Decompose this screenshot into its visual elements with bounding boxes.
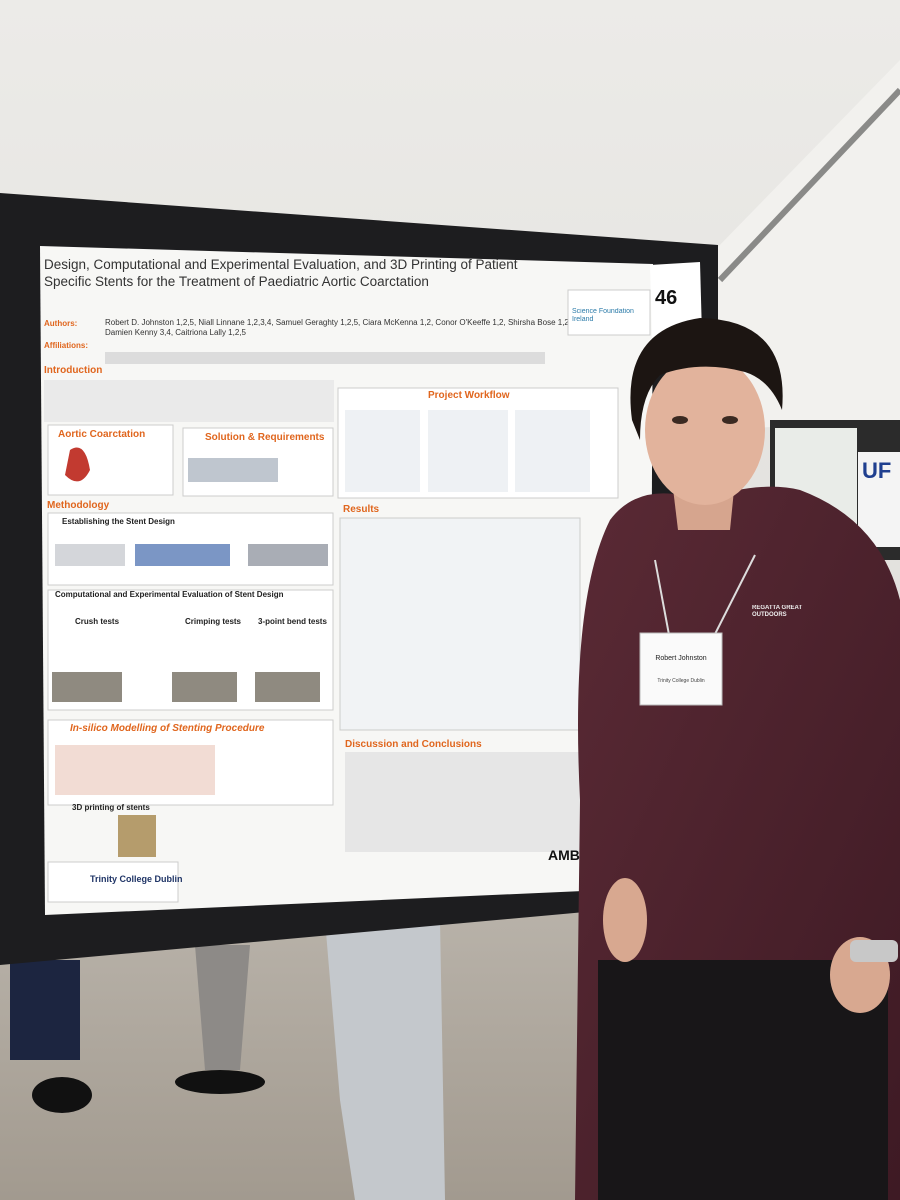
tent-pole bbox=[717, 87, 900, 283]
subheading: Establishing the Stent Design bbox=[62, 517, 175, 526]
stent-figure bbox=[55, 544, 125, 566]
eye bbox=[672, 416, 688, 424]
person-legs bbox=[195, 945, 250, 1070]
section-heading: Discussion and Conclusions bbox=[345, 739, 482, 750]
section-heading: Aortic Coarctation bbox=[58, 429, 145, 440]
hand bbox=[603, 878, 647, 962]
test-photo bbox=[255, 672, 320, 702]
shoe bbox=[32, 1077, 92, 1113]
subheading: Computational and Experimental Evaluatio… bbox=[55, 590, 284, 599]
test-photo bbox=[52, 672, 122, 702]
printed-stent bbox=[118, 815, 156, 857]
eye bbox=[722, 416, 738, 424]
person-legs bbox=[10, 960, 80, 1060]
name-badge bbox=[639, 632, 723, 706]
stent-figure bbox=[135, 544, 230, 566]
poster-title-box: Design, Computational and Experimental E… bbox=[44, 257, 518, 289]
hair bbox=[630, 318, 783, 440]
badge-org: Trinity College Dublin bbox=[657, 678, 705, 684]
tent-wall bbox=[715, 60, 900, 430]
authors-label: Authors: bbox=[44, 319, 77, 328]
shoe bbox=[175, 1070, 265, 1094]
affiliations-label: Affiliations: bbox=[44, 341, 88, 350]
discussion-text bbox=[345, 752, 580, 852]
results-panel bbox=[339, 517, 581, 731]
sfi-logo-box bbox=[567, 289, 651, 336]
section-heading: Results bbox=[343, 504, 380, 515]
subheading: Crimping tests bbox=[185, 617, 242, 626]
shirt-logo: REGATTA GREAT OUTDOORS bbox=[752, 605, 803, 618]
number-card bbox=[650, 262, 702, 338]
section-heading: Methodology bbox=[47, 500, 110, 511]
intro-text bbox=[44, 380, 334, 422]
footer-logo-box bbox=[47, 861, 179, 903]
side-poster-logo: UF bbox=[862, 458, 891, 483]
sfi-text: Science Foundation Ireland bbox=[572, 308, 634, 323]
heart-figure bbox=[65, 447, 90, 482]
authors-box: Robert D. Johnston 1,2,5, Niall Linnane … bbox=[105, 318, 578, 337]
poster-title: Design, Computational and Experimental E… bbox=[44, 257, 518, 289]
authors: Robert D. Johnston 1,2,5, Niall Linnane … bbox=[105, 318, 578, 337]
section-heading: Solution & Requirements bbox=[205, 432, 325, 443]
side-poster-b bbox=[858, 452, 900, 547]
test-photo bbox=[172, 672, 237, 702]
section-heading: Introduction bbox=[44, 365, 102, 376]
simulation-figure bbox=[55, 745, 215, 795]
subheading: 3D printing of stents bbox=[72, 803, 150, 812]
subheading-box: Computational and Experimental Evaluatio… bbox=[55, 590, 284, 599]
affiliations-text bbox=[105, 352, 545, 364]
section-heading: In-silico Modelling of Stenting Procedur… bbox=[70, 723, 265, 734]
face bbox=[645, 355, 765, 505]
lanyard bbox=[711, 554, 756, 641]
watch bbox=[850, 940, 898, 962]
workflow-box bbox=[515, 410, 590, 492]
badge-name: Robert Johnston bbox=[655, 655, 706, 662]
subheading: Crush tests bbox=[75, 617, 120, 626]
footer-logo: Trinity College Dublin bbox=[90, 874, 183, 884]
workflow-box bbox=[345, 410, 420, 492]
stent-figure bbox=[248, 544, 328, 566]
shirt-logo-box: REGATTA GREAT OUTDOORS bbox=[752, 605, 803, 618]
person-trousers bbox=[325, 920, 445, 1200]
sfi-logo: Science Foundation Ireland bbox=[572, 308, 634, 323]
workflow-box bbox=[428, 410, 508, 492]
subheading: 3-point bend tests bbox=[258, 617, 327, 626]
section-heading: Project Workflow bbox=[428, 390, 510, 401]
stent-figure bbox=[188, 458, 278, 482]
lanyard bbox=[654, 559, 671, 641]
poster-number: 46 bbox=[655, 287, 677, 309]
